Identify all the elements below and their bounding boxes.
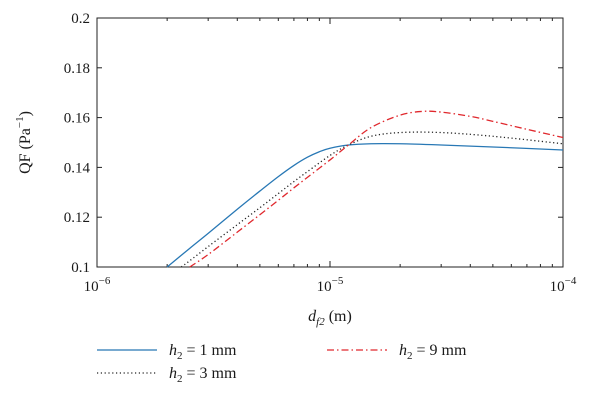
x-axis-title: df2 (m) [308,308,352,328]
axis-labels: df2 (m) QF (Pa−1) [14,111,352,328]
series-line-2 [180,131,564,268]
y-tick-label: 0.2 [71,11,90,27]
y-tick-label: 0.1 [71,260,90,276]
legend-label-2: h2 = 3 mm [169,365,237,385]
series-line-3 [189,110,564,268]
y-tick-label: 0.14 [64,160,91,176]
series-layer [166,110,564,268]
legend: h2 = 1 mm h2 = 3 mm h2 = 9 mm [97,342,467,385]
legend-label-1: h2 = 1 mm [169,342,237,362]
y-tick-label: 0.12 [64,210,90,226]
legend-label-3: h2 = 9 mm [399,342,467,362]
x-tick-label: 10−6 [84,275,111,295]
axis-ticks: 0.1 0.12 0.14 0.16 0.18 0.2 10−6 10−5 10−4 [64,11,577,295]
plot-area [96,17,564,268]
plot-frame [96,17,564,268]
x-tick-label: 10−5 [317,275,344,295]
y-axis-title: QF (Pa−1) [14,111,34,174]
x-tick-label: 10−4 [550,275,577,295]
series-line-1 [166,142,564,268]
y-tick-label: 0.18 [64,61,90,77]
y-tick-label: 0.16 [64,111,91,127]
